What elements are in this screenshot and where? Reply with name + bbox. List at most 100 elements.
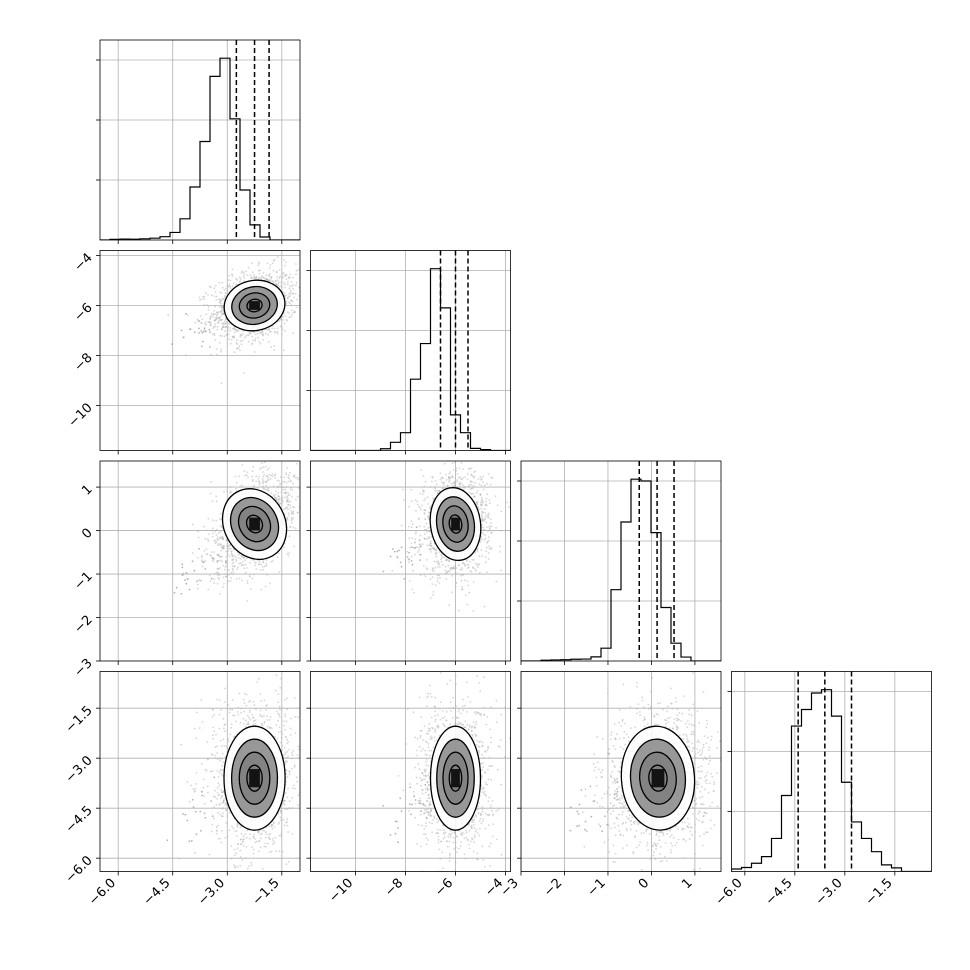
scatter-point: [209, 324, 212, 326]
scatter-point: [410, 526, 413, 528]
scatter-point: [261, 481, 264, 484]
scatter-point: [295, 476, 297, 479]
scatter-point: [211, 559, 214, 562]
scatter-point: [487, 552, 490, 554]
scatter-point: [269, 264, 272, 267]
scatter-point: [418, 525, 421, 528]
scatter-point: [222, 326, 224, 329]
scatter-point: [245, 474, 248, 477]
scatter-point: [239, 333, 242, 336]
scatter-point: [454, 572, 457, 574]
scatter-point: [286, 506, 288, 509]
scatter-point: [309, 504, 311, 506]
scatter-point: [408, 537, 410, 540]
scatter-point: [219, 291, 222, 294]
scatter-point: [454, 484, 457, 486]
scatter-point: [459, 476, 461, 478]
scatter-point: [222, 545, 225, 548]
scatter-point: [221, 547, 223, 549]
scatter-point: [306, 721, 308, 723]
scatter-point: [284, 492, 287, 495]
scatter-point: [225, 561, 228, 564]
scatter-point: [216, 317, 219, 319]
scatter-point: [223, 744, 226, 747]
scatter-point: [288, 316, 291, 319]
scatter-point: [254, 333, 257, 336]
panel-frame: [310, 250, 511, 451]
scatter-point: [228, 283, 231, 286]
scatter-point: [461, 447, 463, 449]
scatter-point: [258, 560, 261, 563]
scatter-point: [406, 556, 409, 558]
scatter-point: [203, 328, 206, 330]
scatter-point: [210, 551, 213, 553]
scatter-point: [429, 578, 432, 581]
scatter-point: [483, 508, 486, 510]
scatter-point: [213, 319, 216, 322]
scatter-point: [273, 330, 276, 333]
scatter-point: [489, 483, 492, 486]
scatter-point: [243, 280, 245, 282]
scatter-point: [211, 770, 214, 773]
scatter-point: [226, 545, 228, 547]
scatter-point: [399, 561, 402, 564]
scatter-point: [251, 475, 254, 478]
scatter-point: [283, 322, 286, 325]
scatter-point: [286, 311, 289, 314]
scatter-point: [500, 510, 503, 513]
scatter-point: [195, 737, 198, 740]
scatter-point: [182, 572, 185, 575]
scatter-point: [230, 726, 233, 729]
scatter-point: [445, 473, 447, 476]
scatter-point: [195, 783, 198, 785]
scatter-point: [232, 827, 235, 830]
y-tick-label: −8: [71, 351, 95, 375]
scatter-point: [220, 302, 223, 305]
scatter-point: [214, 542, 217, 544]
scatter-point: [500, 529, 502, 532]
scatter-point: [324, 771, 326, 773]
scatter-point: [237, 714, 240, 716]
scatter-point: [223, 583, 225, 585]
scatter-point: [301, 304, 303, 306]
density-contour: [435, 496, 476, 552]
scatter-point: [213, 334, 216, 337]
scatter-point: [212, 532, 214, 535]
scatter-point: [424, 509, 427, 511]
scatter-point: [423, 537, 426, 540]
scatter-point: [223, 730, 226, 733]
scatter-point: [243, 273, 246, 275]
scatter-point: [250, 588, 252, 590]
scatter-point: [400, 546, 403, 549]
scatter-point: [301, 299, 303, 301]
scatter-point: [251, 335, 254, 338]
scatter-point: [224, 296, 226, 298]
scatter-point: [243, 470, 246, 472]
scatter-point: [470, 456, 472, 458]
scatter-point: [257, 261, 260, 263]
scatter-point: [215, 500, 218, 503]
scatter-point: [471, 481, 474, 483]
scatter-point: [268, 479, 270, 481]
density-contour: [246, 298, 263, 313]
scatter-point: [313, 826, 315, 828]
scatter-point: [268, 467, 270, 470]
scatter-point: [270, 560, 273, 563]
scatter-point: [272, 840, 275, 842]
scatter-point: [216, 328, 219, 331]
scatter-point: [295, 306, 298, 309]
scatter-point: [293, 475, 295, 478]
scatter-point: [422, 475, 425, 478]
scatter-point: [218, 319, 220, 322]
scatter-point: [286, 742, 289, 745]
scatter-point: [280, 286, 283, 289]
y-tick-label: −6: [71, 301, 95, 325]
scatter-point: [186, 578, 189, 580]
scatter-point: [479, 493, 482, 496]
scatter-point: [239, 340, 242, 343]
scatter-point: [220, 292, 223, 294]
scatter-point: [231, 573, 234, 575]
scatter-point: [217, 559, 219, 562]
scatter-point: [490, 546, 492, 549]
scatter-point: [288, 471, 291, 474]
